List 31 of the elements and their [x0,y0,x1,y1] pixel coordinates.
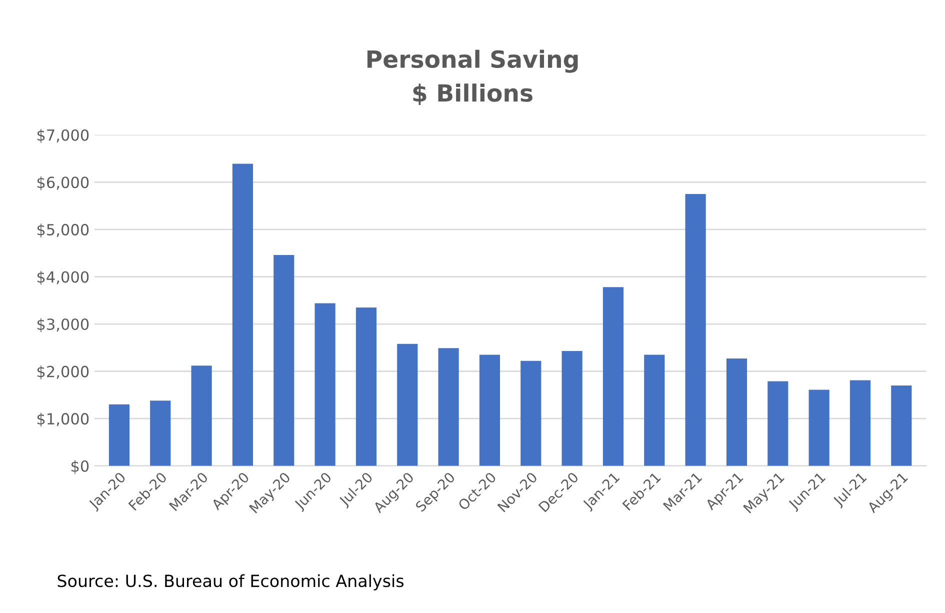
bar [232,164,253,466]
chart-subtitle: $ Billions [413,84,532,105]
source-note: Source: U.S. Bureau of Economic Analysis [58,574,404,590]
y-tick-label: $0 [71,460,89,474]
bar [520,360,542,466]
y-tick-label: $3,000 [37,318,89,332]
y-tick-label: $6,000 [37,176,89,190]
y-tick-label: $5,000 [37,224,89,238]
bar [150,400,171,466]
bar [479,354,500,466]
bar [685,194,706,466]
y-tick-label: $1,000 [37,412,89,427]
y-tick-label: $2,000 [37,366,89,380]
bar [850,380,871,466]
y-tick-label: $4,000 [37,270,89,285]
bar [274,254,294,466]
bar [397,344,418,466]
bar [356,307,377,466]
bar [438,348,459,466]
bar [726,358,748,466]
y-tick-label: $7,000 [37,129,89,143]
bar [768,381,788,466]
bar [191,366,212,466]
bar [562,350,582,466]
bar [891,385,912,466]
chart-title: Personal Saving [367,50,578,73]
bar [644,354,665,466]
bar [108,404,130,466]
bar [314,303,336,466]
bar [808,390,830,466]
bar [602,287,624,466]
